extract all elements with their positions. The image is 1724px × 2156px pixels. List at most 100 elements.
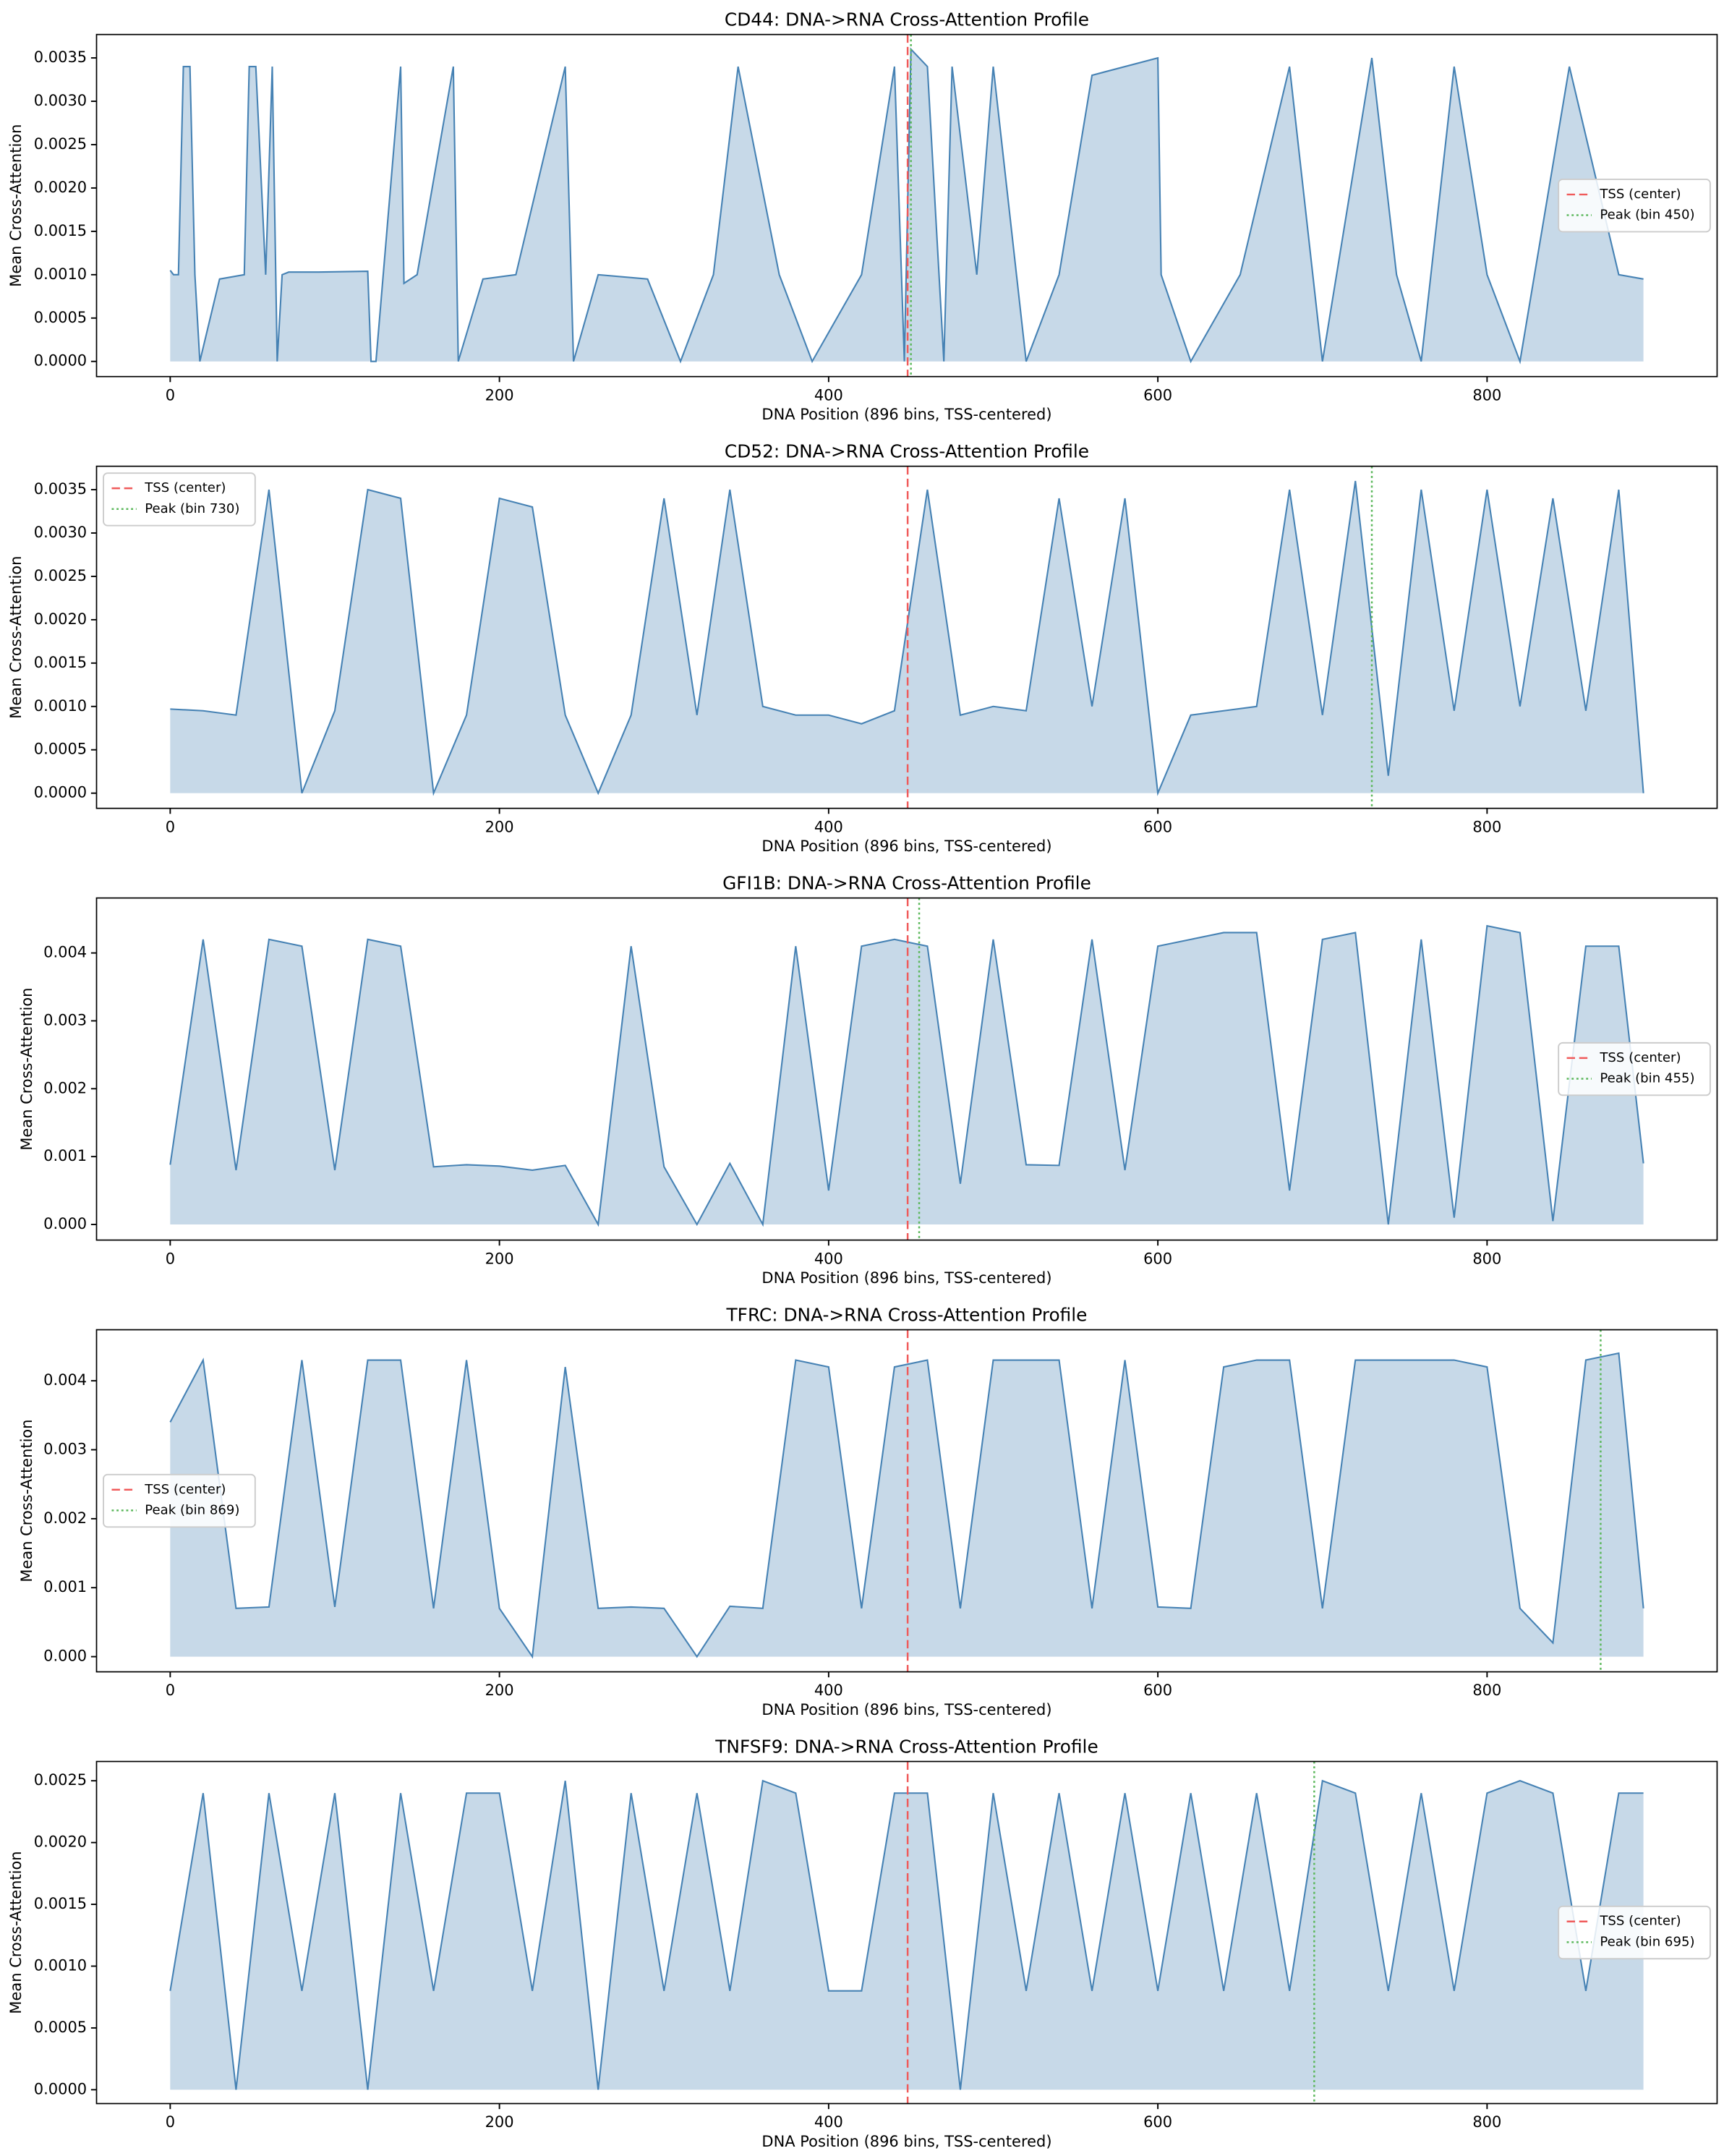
x-tick-label: 800	[1472, 2113, 1501, 2131]
x-tick-label: 400	[814, 386, 843, 404]
x-axis-label: DNA Position (896 bins, TSS-centered)	[761, 1269, 1051, 1287]
x-axis-label: DNA Position (896 bins, TSS-centered)	[761, 1701, 1051, 1718]
x-tick-label: 400	[814, 2113, 843, 2131]
x-axis-label: DNA Position (896 bins, TSS-centered)	[761, 406, 1051, 423]
legend-label: TSS (center)	[1599, 187, 1681, 202]
y-tick-label: 0.0030	[34, 524, 87, 541]
x-tick-label: 600	[1143, 2113, 1172, 2131]
y-tick-label: 0.0035	[34, 48, 87, 66]
legend-label: TSS (center)	[144, 1482, 226, 1497]
y-tick-label: 0.003	[43, 1440, 87, 1457]
y-tick-label: 0.0005	[34, 2019, 87, 2036]
legend: TSS (center) Peak (bin 730)	[103, 472, 256, 527]
legend-box	[1558, 179, 1711, 233]
legend-label: Peak (bin 730)	[145, 501, 239, 516]
legend-label: TSS (center)	[1599, 1050, 1681, 1065]
y-tick-label: 0.002	[43, 1509, 87, 1527]
y-tick-label: 0.0000	[34, 352, 87, 370]
axes-frame	[95, 1760, 1718, 2105]
axes-frame	[95, 33, 1718, 378]
chart-title: TNFSF9: DNA->RNA Cross-Attention Profile	[714, 1736, 1098, 1757]
chart-title: TFRC: DNA->RNA Cross-Attention Profile	[726, 1304, 1088, 1325]
x-tick-label: 600	[1143, 818, 1172, 835]
x-tick-label: 600	[1143, 386, 1172, 404]
y-tick-label: 0.0005	[34, 741, 87, 758]
legend: TSS (center) Peak (bin 455)	[1558, 1041, 1711, 1096]
y-axis-label: Mean Cross-Attention	[18, 1419, 35, 1582]
x-tick-label: 800	[1472, 818, 1501, 835]
x-tick-label: 800	[1472, 1250, 1501, 1267]
chart-title: GFI1B: DNA->RNA Cross-Attention Profile	[722, 873, 1091, 894]
y-tick-label: 0.0010	[34, 1956, 87, 1974]
legend: TSS (center) Peak (bin 695)	[1558, 1905, 1711, 1960]
legend-box	[1558, 1905, 1711, 1960]
y-tick-label: 0.001	[43, 1578, 87, 1595]
y-tick-label: 0.0005	[34, 309, 87, 326]
y-tick-label: 0.0015	[34, 1895, 87, 1912]
legend-label: TSS (center)	[1599, 1914, 1681, 1929]
chart-title: CD52: DNA->RNA Cross-Attention Profile	[725, 441, 1089, 462]
x-tick-label: 0	[166, 818, 175, 835]
y-tick-label: 0.0030	[34, 92, 87, 109]
area	[170, 1781, 1644, 2090]
axes-frame	[95, 465, 1718, 809]
line	[169, 924, 1644, 1227]
y-tick-label: 0.0025	[34, 135, 87, 153]
y-axis-label: Mean Cross-Attention	[7, 556, 25, 719]
y-axis-label: Mean Cross-Attention	[7, 124, 25, 287]
axes-frame	[95, 897, 1718, 1241]
legend-label: Peak (bin 455)	[1600, 1070, 1694, 1086]
y-tick-label: 0.0010	[34, 265, 87, 283]
y-tick-label: 0.0025	[34, 1771, 87, 1789]
legend-label: Peak (bin 869)	[145, 1502, 239, 1517]
chart-title: CD44: DNA->RNA Cross-Attention Profile	[725, 9, 1089, 30]
x-tick-label: 400	[814, 1250, 843, 1267]
y-tick-label: 0.001	[43, 1147, 87, 1164]
x-tick-label: 0	[166, 1682, 175, 1699]
x-tick-label: 800	[1472, 1682, 1501, 1699]
x-axis-label: DNA Position (896 bins, TSS-centered)	[761, 2133, 1051, 2150]
y-axis-label: Mean Cross-Attention	[18, 988, 35, 1151]
y-tick-label: 0.002	[43, 1079, 87, 1096]
legend: TSS (center) Peak (bin 869)	[103, 1473, 256, 1528]
y-tick-label: 0.0015	[34, 222, 87, 239]
legend-box	[103, 472, 256, 527]
y-axis-label: Mean Cross-Attention	[7, 1851, 25, 2014]
y-tick-label: 0.004	[43, 1371, 87, 1389]
x-tick-label: 600	[1143, 1250, 1172, 1267]
x-tick-label: 800	[1472, 386, 1501, 404]
x-axis-label: DNA Position (896 bins, TSS-centered)	[761, 838, 1051, 855]
x-tick-label: 200	[485, 818, 514, 835]
legend-box	[103, 1473, 256, 1528]
legend: TSS (center) Peak (bin 450)	[1558, 179, 1711, 233]
area	[170, 481, 1644, 793]
legend-label: Peak (bin 450)	[1600, 208, 1694, 223]
x-tick-label: 0	[166, 1250, 175, 1267]
x-tick-label: 200	[485, 386, 514, 404]
y-tick-label: 0.0025	[34, 567, 87, 584]
y-tick-label: 0.004	[43, 944, 87, 961]
x-tick-label: 200	[485, 2113, 514, 2131]
legend-label: Peak (bin 695)	[1600, 1934, 1694, 1949]
line	[170, 480, 1644, 796]
y-tick-label: 0.000	[43, 1648, 87, 1665]
legend-box	[1558, 1041, 1711, 1096]
y-tick-label: 0.0020	[34, 179, 87, 196]
line	[169, 1352, 1644, 1659]
axes-frame	[95, 1329, 1718, 1673]
legend-label: TSS (center)	[144, 480, 226, 495]
x-tick-label: 600	[1143, 1682, 1172, 1699]
x-tick-label: 400	[814, 1682, 843, 1699]
y-tick-label: 0.0020	[34, 1833, 87, 1851]
x-tick-label: 400	[814, 818, 843, 835]
y-tick-label: 0.0010	[34, 697, 87, 715]
x-tick-label: 0	[166, 386, 175, 404]
y-tick-label: 0.003	[43, 1011, 87, 1028]
y-tick-label: 0.0000	[34, 2080, 87, 2097]
y-tick-label: 0.000	[43, 1215, 87, 1232]
y-tick-label: 0.0035	[34, 480, 87, 498]
y-tick-label: 0.0015	[34, 654, 87, 671]
x-tick-label: 200	[485, 1682, 514, 1699]
y-tick-label: 0.0000	[34, 784, 87, 801]
